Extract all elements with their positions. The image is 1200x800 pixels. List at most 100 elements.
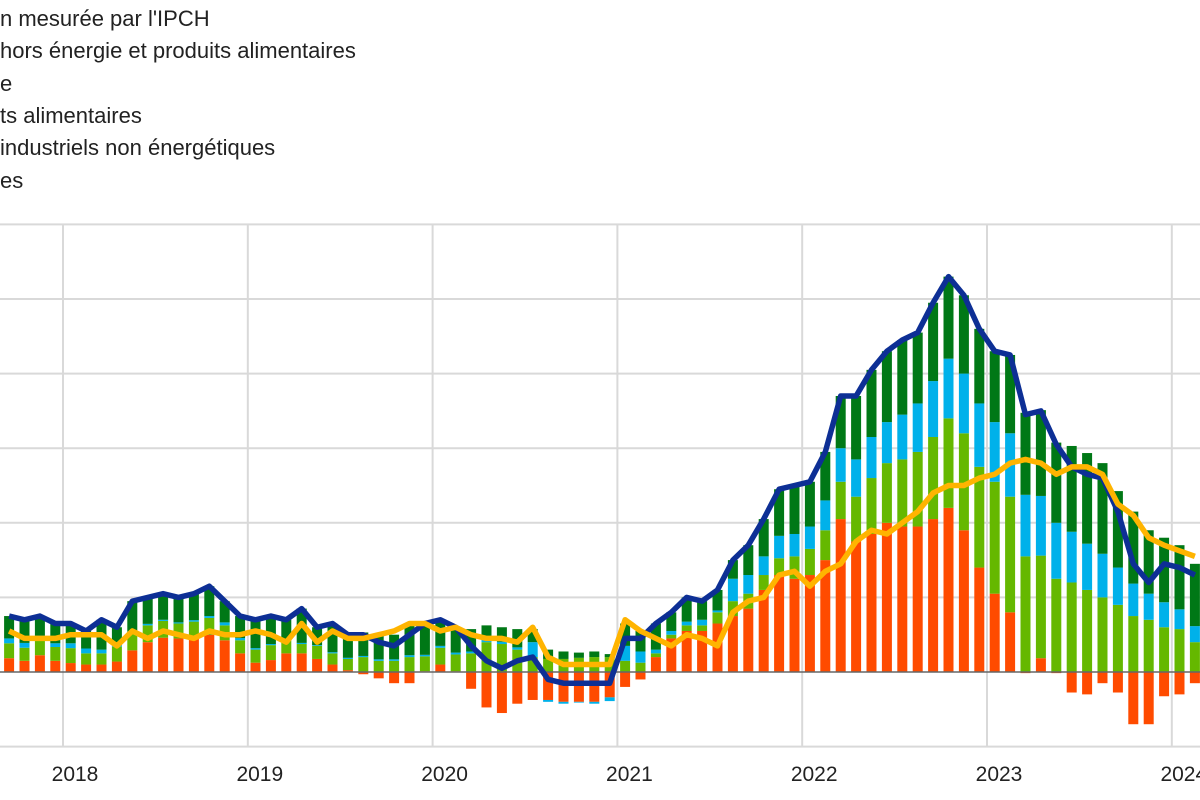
bar-energy <box>158 637 169 672</box>
bar-neig <box>712 610 723 613</box>
bar-services <box>1174 545 1185 610</box>
bar-energy <box>188 638 199 672</box>
bar-services <box>774 489 785 536</box>
bar-neig <box>573 701 584 703</box>
bar-neig <box>4 638 15 644</box>
bar-neig <box>1051 522 1062 579</box>
bar-food <box>1051 578 1062 672</box>
legend-entry-food: ts alimentaires <box>0 103 142 128</box>
bar-neig <box>527 642 538 658</box>
bar-services <box>265 616 276 645</box>
bar-neig <box>989 422 1000 482</box>
bar-energy <box>219 640 230 672</box>
bar-services <box>881 351 892 423</box>
bar-neig <box>635 651 646 663</box>
bar-services <box>897 340 908 415</box>
bar-food <box>758 575 769 590</box>
bar-neig <box>650 649 661 654</box>
bar-food <box>681 625 692 631</box>
bar-services <box>373 635 384 660</box>
bar-food <box>912 451 923 527</box>
bar-energy <box>543 672 554 700</box>
bar-food <box>419 656 430 672</box>
bar-energy <box>173 638 184 672</box>
bar-energy <box>958 530 969 672</box>
bar-services <box>681 597 692 622</box>
bar-neig <box>265 644 276 646</box>
bar-services <box>851 395 862 460</box>
bar-energy <box>527 672 538 700</box>
bar-energy <box>743 608 754 672</box>
bar-services <box>81 630 92 649</box>
bar-energy <box>296 653 307 672</box>
bar-neig <box>1143 593 1154 620</box>
bar-energy <box>142 642 153 672</box>
bar-food <box>466 653 477 672</box>
bar-energy <box>974 567 985 672</box>
bar-food <box>712 612 723 624</box>
bar-food <box>1112 604 1123 672</box>
bar-services <box>481 625 492 640</box>
bar-neig <box>543 699 554 702</box>
bar-services <box>866 369 877 438</box>
bar-neig <box>312 645 323 646</box>
bar-food <box>1082 589 1093 672</box>
bar-food <box>635 662 646 672</box>
x-tick-label: 2018 <box>52 763 99 786</box>
bar-energy <box>758 589 769 672</box>
bar-food <box>620 660 631 672</box>
bar-services <box>573 652 584 658</box>
bar-energy <box>558 672 569 702</box>
bar-food <box>373 660 384 672</box>
bar-energy <box>65 663 76 672</box>
bar-neig <box>142 623 153 626</box>
bar-services <box>404 623 415 656</box>
bar-energy <box>1082 672 1093 695</box>
bar-services <box>589 651 600 658</box>
x-tick-label: 2020 <box>421 763 468 786</box>
bar-services <box>204 586 215 617</box>
x-tick-label: 2019 <box>236 763 283 786</box>
bar-food <box>666 634 677 639</box>
line-core <box>7 456 1196 668</box>
bar-energy <box>589 672 600 702</box>
bar-services <box>620 623 631 646</box>
legend-entry-energy: e <box>0 71 13 96</box>
bar-neig <box>1035 495 1046 556</box>
bar-food <box>281 640 292 654</box>
bar-services <box>327 623 338 653</box>
x-tick-label: 2021 <box>606 763 653 786</box>
bar-food <box>543 658 554 672</box>
bar-food <box>1066 582 1077 672</box>
bar-services <box>743 545 754 576</box>
bar-services <box>1143 530 1154 594</box>
bar-energy <box>774 575 785 672</box>
bar-food <box>188 621 199 639</box>
bar-energy <box>373 672 384 679</box>
bar-services <box>789 485 800 534</box>
bar-food <box>358 657 369 672</box>
bar-food <box>19 647 30 661</box>
bar-food <box>1189 642 1200 672</box>
bar-food <box>1097 597 1108 672</box>
bar-neig <box>743 575 754 594</box>
bar-neig <box>943 358 954 419</box>
bar-energy <box>312 658 323 672</box>
bar-services <box>758 519 769 557</box>
bar-energy <box>404 672 415 684</box>
bar-neig <box>158 619 169 621</box>
bar-food <box>881 463 892 523</box>
bar-energy <box>96 664 107 672</box>
bar-food <box>342 658 353 671</box>
bar-food <box>1128 616 1139 672</box>
bar-services <box>312 627 323 646</box>
bar-neig <box>1174 609 1185 630</box>
bar-neig <box>1128 583 1139 617</box>
bar-neig <box>296 642 307 645</box>
bar-energy <box>1159 672 1170 697</box>
bar-energy <box>1128 672 1139 725</box>
bar-services <box>1159 537 1170 603</box>
bar-neig <box>604 697 615 702</box>
bar-services <box>958 295 969 374</box>
